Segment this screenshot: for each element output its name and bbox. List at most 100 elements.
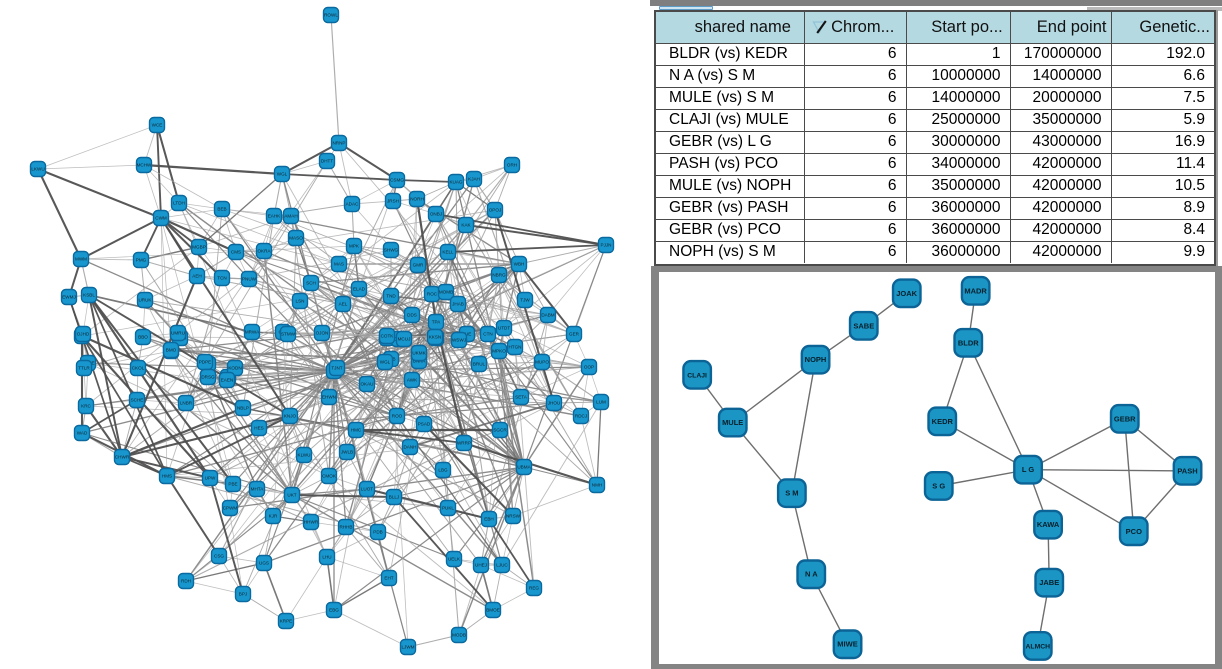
svg-text:AWK: AWK bbox=[407, 378, 418, 383]
svg-text:STMW: STMW bbox=[281, 332, 296, 337]
svg-text:KODN: KODN bbox=[228, 366, 241, 371]
svg-text:OKRA: OKRA bbox=[257, 249, 271, 254]
svg-text:RHHB: RHHB bbox=[339, 525, 352, 530]
svg-text:DRSG: DRSG bbox=[201, 375, 215, 380]
svg-text:MRWA: MRWA bbox=[245, 330, 260, 335]
svg-text:UPW: UPW bbox=[205, 476, 216, 481]
svg-text:AMAH: AMAH bbox=[284, 214, 297, 219]
svg-text:BLDR: BLDR bbox=[958, 338, 979, 347]
svg-text:TCN: TCN bbox=[217, 276, 226, 281]
svg-text:NRNP: NRNP bbox=[332, 141, 345, 146]
svg-text:DHTT: DHTT bbox=[321, 159, 333, 164]
svg-text:WAD: WAD bbox=[77, 431, 88, 436]
svg-text:GMR: GMR bbox=[413, 263, 424, 268]
svg-text:SABE: SABE bbox=[853, 321, 874, 330]
svg-text:UGS: UGS bbox=[259, 561, 269, 566]
svg-text:CTN: CTN bbox=[483, 332, 492, 337]
svg-text:GER: GER bbox=[569, 332, 580, 337]
svg-text:JHOU: JHOU bbox=[548, 401, 561, 406]
svg-text:EWMJ: EWMJ bbox=[62, 295, 76, 300]
svg-text:BLLJ: BLLJ bbox=[389, 495, 399, 500]
svg-text:SETA: SETA bbox=[515, 395, 528, 400]
svg-text:WBH: WBH bbox=[514, 262, 525, 267]
svg-text:HTGN: HTGN bbox=[508, 345, 521, 350]
svg-text:KRPE: KRPE bbox=[280, 619, 293, 624]
svg-text:LTDH: LTDH bbox=[173, 201, 185, 206]
svg-text:LUOT: LUOT bbox=[361, 487, 373, 492]
svg-text:MPKO: MPKO bbox=[492, 349, 506, 354]
svg-text:MUPO: MUPO bbox=[535, 360, 549, 365]
svg-text:NORH: NORH bbox=[410, 197, 424, 202]
svg-text:SCHE: SCHE bbox=[131, 398, 144, 403]
svg-text:KSBL: KSBL bbox=[83, 293, 95, 298]
svg-text:DANH: DANH bbox=[403, 445, 416, 450]
svg-text:LSN: LSN bbox=[296, 299, 305, 304]
svg-text:OKAU: OKAU bbox=[360, 382, 373, 387]
svg-text:NBRG: NBRG bbox=[492, 273, 506, 278]
svg-text:RDH: RDH bbox=[181, 579, 191, 584]
svg-text:UELK: UELK bbox=[448, 557, 461, 562]
svg-text:PBE: PBE bbox=[228, 482, 237, 487]
svg-text:COTK: COTK bbox=[381, 334, 395, 339]
svg-text:MGBP: MGBP bbox=[192, 245, 206, 250]
svg-text:PASH: PASH bbox=[1177, 466, 1197, 475]
svg-text:BPJ: BPJ bbox=[239, 592, 247, 597]
svg-text:PUKL: PUKL bbox=[442, 506, 454, 511]
svg-text:PDPE: PDPE bbox=[199, 360, 212, 365]
svg-text:UBMA: UBMA bbox=[517, 465, 531, 470]
svg-text:ELAD: ELAD bbox=[353, 287, 366, 292]
svg-text:OJHD: OJHD bbox=[77, 332, 90, 337]
svg-text:KAWA: KAWA bbox=[1037, 520, 1060, 529]
svg-text:NMH: NMH bbox=[592, 483, 602, 488]
svg-text:MODB: MODB bbox=[452, 633, 466, 638]
svg-text:TJNT: TJNT bbox=[331, 366, 342, 371]
svg-text:JOAK: JOAK bbox=[896, 288, 917, 297]
svg-text:RDCJ: RDCJ bbox=[575, 414, 587, 419]
svg-text:ROO: ROO bbox=[392, 414, 403, 419]
svg-text:PCO: PCO bbox=[1126, 526, 1142, 535]
svg-text:OPOJ: OPOJ bbox=[489, 208, 502, 213]
svg-text:BRUL: BRUL bbox=[473, 362, 486, 367]
svg-text:MADR: MADR bbox=[964, 286, 987, 295]
svg-text:CMS: CMS bbox=[231, 250, 241, 255]
svg-text:KUAG: KUAG bbox=[449, 180, 462, 185]
svg-text:UMRU: UMRU bbox=[171, 331, 185, 336]
svg-text:EAHK: EAHK bbox=[268, 214, 281, 219]
svg-text:NBLP: NBLP bbox=[237, 406, 249, 411]
svg-text:KNJO: KNJO bbox=[284, 414, 297, 419]
svg-text:KJR: KJR bbox=[269, 514, 278, 519]
svg-text:WGL: WGL bbox=[380, 360, 391, 365]
svg-text:CHWR: CHWR bbox=[115, 455, 130, 460]
svg-text:HES: HES bbox=[254, 426, 263, 431]
svg-text:UHEJ: UHEJ bbox=[475, 563, 487, 568]
svg-text:ROC: ROC bbox=[427, 292, 438, 297]
svg-text:JRSH: JRSH bbox=[387, 199, 399, 204]
svg-text:HMC: HMC bbox=[351, 428, 362, 433]
svg-text:L G: L G bbox=[1022, 465, 1035, 474]
svg-text:ONBJ: ONBJ bbox=[430, 212, 442, 217]
svg-text:LJUC: LJUC bbox=[496, 563, 508, 568]
svg-text:PNUW: PNUW bbox=[242, 277, 257, 282]
svg-text:LBG: LBG bbox=[438, 468, 448, 473]
svg-text:CSMG: CSMG bbox=[390, 178, 404, 183]
svg-text:JHAB: JHAB bbox=[452, 302, 464, 307]
svg-text:UKT: UKT bbox=[287, 493, 296, 498]
svg-text:EBG: EBG bbox=[329, 608, 339, 613]
svg-text:ROWL: ROWL bbox=[324, 13, 338, 18]
svg-text:MULE: MULE bbox=[722, 418, 743, 427]
svg-text:WSWJ: WSWJ bbox=[452, 338, 466, 343]
svg-text:GEBR: GEBR bbox=[1114, 414, 1136, 423]
svg-text:NOPH: NOPH bbox=[805, 355, 827, 364]
svg-text:DDS: DDS bbox=[407, 313, 417, 318]
svg-text:ADAC: ADAC bbox=[346, 202, 359, 207]
svg-text:EBH: EBH bbox=[484, 517, 493, 522]
svg-text:LKWU: LKWU bbox=[31, 167, 44, 172]
svg-text:CMOK: CMOK bbox=[322, 474, 337, 479]
svg-text:KEDR: KEDR bbox=[932, 416, 954, 425]
svg-text:UTDT: UTDT bbox=[498, 326, 510, 331]
svg-text:TJW: TJW bbox=[520, 298, 530, 303]
svg-text:MOMB: MOMB bbox=[439, 290, 453, 295]
svg-text:CKOL: CKOL bbox=[132, 366, 145, 371]
svg-text:WRRP: WRRP bbox=[457, 441, 471, 446]
svg-text:LJWM: LJWM bbox=[401, 645, 414, 650]
